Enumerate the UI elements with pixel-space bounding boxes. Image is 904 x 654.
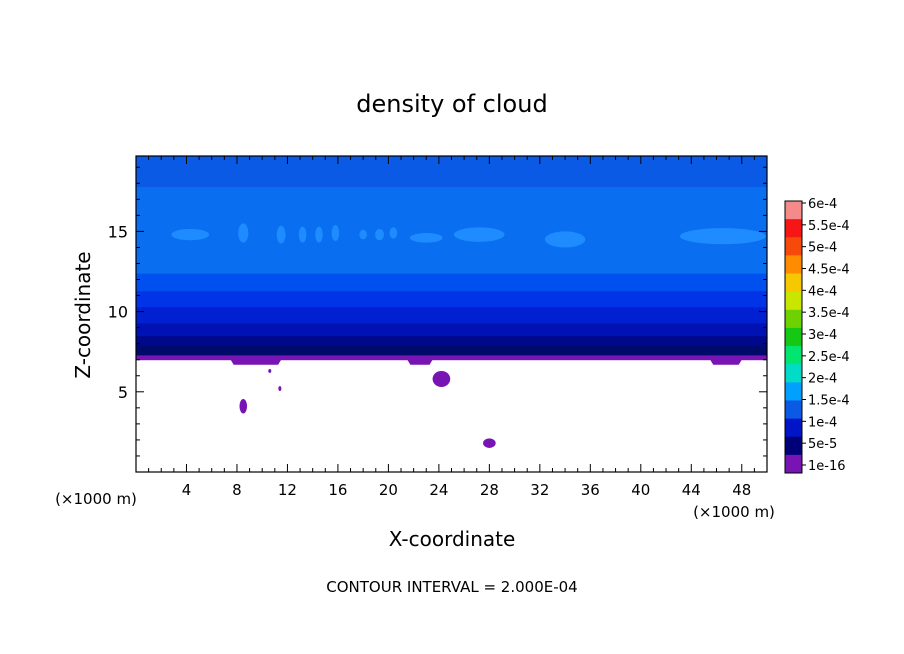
y-axis: 5 10 15	[108, 166, 767, 457]
colorbar-swatch-8	[785, 346, 802, 365]
patch-1-5e-4-1	[238, 223, 249, 243]
contour-interval-note: CONTOUR INTERVAL = 2.000E-04	[326, 578, 577, 596]
fragment-4	[483, 438, 496, 448]
contour-band-2	[136, 335, 767, 346]
patch-1-5e-4-10	[454, 227, 505, 242]
contour-band-8	[136, 156, 767, 187]
fragment-0	[239, 399, 248, 414]
colorbar-label: 6e-4	[808, 197, 837, 212]
base-dip-1	[407, 359, 433, 365]
colorbar-swatch-9	[785, 364, 802, 383]
colorbar-swatch-1	[785, 219, 802, 238]
x-tick-label: 8	[232, 481, 242, 499]
chart-title: density of cloud	[356, 90, 547, 118]
colorbar-label: 5e-5	[808, 437, 837, 452]
colorbar-label: 5.5e-4	[808, 219, 850, 234]
contour-band-7	[136, 186, 767, 274]
colorbar-swatch-5	[785, 291, 802, 311]
x-tick-label: 48	[732, 481, 751, 499]
x-tick-label: 12	[278, 481, 297, 499]
patch-1-5e-4-5	[331, 224, 340, 242]
fragment-1	[268, 369, 272, 373]
contour-band-0	[136, 354, 767, 361]
x-unit-left: (×1000 m)	[55, 490, 137, 508]
colorbar-legend: 6e-4 5.5e-4 5e-4 4.5e-4 4e-4 3.5e-4 3e-4 2.5e-4…	[784, 197, 850, 474]
colorbar-swatch-13	[785, 436, 802, 456]
x-tick-label: 16	[328, 481, 347, 499]
colorbar-swatch-4	[785, 273, 802, 292]
colorbar-swatch-12	[785, 418, 802, 438]
patch-1-5e-4-7	[375, 228, 384, 241]
patch-1-5e-4-2	[276, 225, 286, 244]
fragment-3	[432, 370, 451, 387]
x-tick-label: 44	[682, 481, 701, 499]
patch-1-5e-4-6	[359, 229, 367, 240]
colorbar-label: 1e-16	[808, 459, 846, 474]
colorbar-label: 4.5e-4	[808, 263, 850, 278]
x-axis-label: X-coordinate	[389, 527, 516, 551]
x-tick-label: 4	[182, 481, 192, 499]
x-tick-label: 28	[480, 481, 499, 499]
patch-1-5e-4-4	[315, 226, 323, 243]
colorbar-label: 1.5e-4	[808, 394, 850, 409]
fragment-2	[278, 386, 282, 391]
base-dip-2	[710, 359, 742, 365]
patch-1-5e-4-3	[298, 226, 307, 243]
colorbar-label: 1e-4	[808, 415, 837, 430]
contour-field	[136, 156, 767, 448]
colorbar-label: 3.5e-4	[808, 306, 850, 321]
colorbar-swatch-0	[785, 201, 802, 220]
colorbar-swatch-14	[785, 454, 802, 474]
colorbar-swatch-2	[785, 237, 802, 256]
colorbar-swatch-6	[785, 309, 802, 329]
contour-band-1	[136, 345, 767, 356]
x-tick-label: 24	[429, 481, 448, 499]
colorbar-label: 3e-4	[808, 328, 837, 343]
colorbar-swatch-11	[785, 400, 802, 419]
patch-1-5e-4-8	[389, 227, 398, 239]
colorbar-frame	[784, 200, 803, 474]
patch-1-5e-4-12	[679, 228, 766, 245]
y-tick-label: 5	[118, 383, 128, 402]
colorbar-label: 4e-4	[808, 284, 837, 299]
base-dip-0	[230, 359, 282, 365]
plot-area	[135, 155, 768, 473]
x-tick-label: 20	[379, 481, 398, 499]
contour-band-3	[136, 322, 767, 337]
y-tick-label: 10	[108, 303, 128, 322]
contour-band-4	[136, 306, 767, 324]
colorbar-label: 2e-4	[808, 372, 837, 387]
colorbar-swatch-3	[785, 255, 802, 274]
patch-1-5e-4-11	[544, 231, 586, 248]
contour-band-6	[136, 273, 767, 292]
colorbar-swatch-10	[785, 382, 802, 401]
x-axis: 4 8 12 16 20 24 28 32 36 40 44 48	[148, 156, 755, 499]
colorbar-swatch-7	[785, 327, 802, 347]
patch-1-5e-4-9	[409, 232, 443, 243]
x-unit-right: (×1000 m)	[693, 503, 775, 521]
colorbar-label: 2.5e-4	[808, 350, 850, 365]
x-tick-label: 36	[581, 481, 600, 499]
colorbar-label: 5e-4	[808, 241, 837, 256]
contour-band-5	[136, 290, 767, 308]
x-tick-label: 32	[530, 481, 549, 499]
y-axis-label: Z-coordinate	[71, 251, 95, 378]
y-tick-label: 15	[108, 222, 128, 241]
x-tick-label: 40	[631, 481, 650, 499]
patch-1-5e-4-0	[171, 228, 210, 241]
